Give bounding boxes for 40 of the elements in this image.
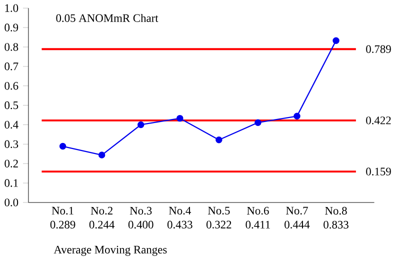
- y-tick-label: 0.6: [4, 82, 18, 90]
- point: [98, 152, 106, 158]
- y-tick-label: 0.8: [4, 43, 18, 51]
- x-axis-title: Average Moving Ranges: [54, 246, 167, 256]
- y-tick-label: 0.9: [4, 24, 18, 32]
- y-tick-label: 1.0: [5, 4, 18, 12]
- y-tick-label: 0.0: [4, 198, 18, 206]
- data-label: 0.322: [206, 220, 232, 228]
- data-label: 0.833: [324, 220, 348, 229]
- ref-line-label: 0.789: [366, 45, 391, 53]
- ref-line-label: 0.422: [366, 116, 391, 124]
- point: [216, 136, 222, 144]
- data-label: 0.444: [284, 220, 310, 228]
- x-tick-label: No.8: [325, 206, 347, 215]
- x-tick-label: No.5: [208, 206, 230, 214]
- point: [176, 114, 184, 122]
- point: [332, 37, 340, 44]
- y-tick-label: 0.1: [4, 179, 18, 187]
- x-tick-label: No.7: [286, 206, 308, 214]
- data-label: 0.289: [50, 220, 76, 229]
- data-label: 0.411: [246, 220, 270, 229]
- data-label: 0.433: [167, 220, 192, 228]
- y-tick-label: 0.3: [4, 140, 18, 148]
- data-label: 0.400: [128, 220, 154, 229]
- point: [294, 112, 300, 120]
- y-tick-label: 0.4: [4, 120, 18, 129]
- y-tick-label: 0.2: [4, 160, 18, 168]
- point: [254, 119, 262, 126]
- point: [137, 121, 144, 128]
- chart-title: 0.05 ANOMmR Chart: [56, 14, 158, 22]
- y-tick-label: 0.7: [4, 62, 18, 70]
- x-tick-label: No.1: [52, 206, 74, 215]
- ref-line-label: 0.159: [366, 168, 391, 176]
- x-tick-label: No.6: [247, 206, 269, 215]
- x-tick-label: No.3: [130, 206, 152, 215]
- x-tick-label: No.2: [90, 206, 112, 215]
- y-tick-label: 0.5: [4, 101, 18, 110]
- point: [59, 142, 66, 150]
- x-tick-label: No.4: [168, 206, 191, 215]
- data-label: 0.244: [89, 220, 115, 229]
